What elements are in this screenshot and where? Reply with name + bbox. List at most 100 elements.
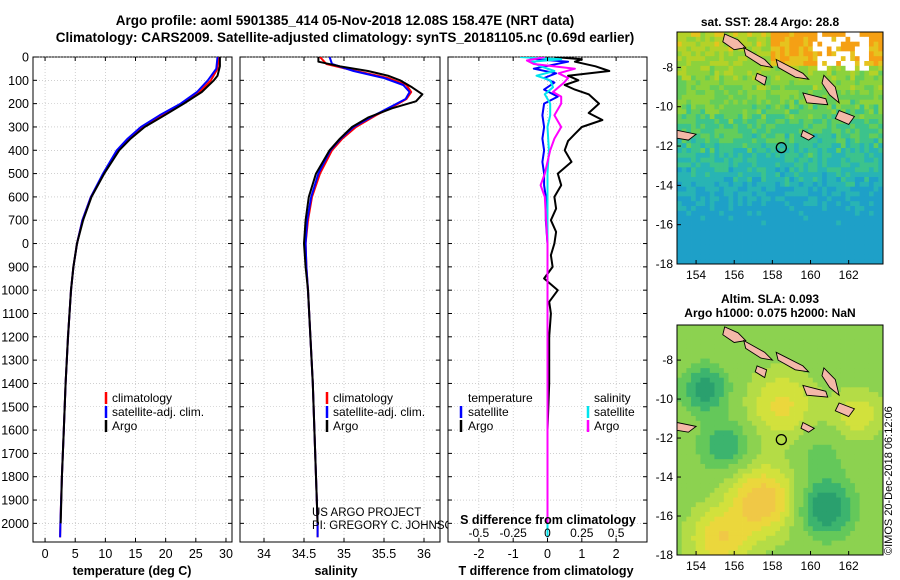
map-cell xyxy=(770,430,776,436)
map-cell xyxy=(808,463,814,470)
map-cell xyxy=(831,109,837,115)
map-cell xyxy=(836,348,842,355)
map-cell xyxy=(840,32,846,38)
map-cell xyxy=(733,454,739,460)
map-cell xyxy=(747,210,753,217)
map-cell xyxy=(794,46,800,52)
map-cell xyxy=(775,406,781,412)
map-cell xyxy=(705,201,711,207)
map-cell xyxy=(817,339,823,345)
map-cell xyxy=(803,220,809,226)
map-cell xyxy=(723,382,729,388)
map-cell xyxy=(854,244,860,250)
map-cell xyxy=(854,143,860,149)
y-tick-label: 100 xyxy=(8,74,29,88)
map-cell xyxy=(691,401,697,407)
map-cell xyxy=(765,41,772,47)
map-cell xyxy=(728,94,734,101)
map-cell xyxy=(836,521,842,527)
map-cell xyxy=(845,167,851,173)
map-cell xyxy=(803,401,809,407)
map-cell xyxy=(751,497,757,503)
map-cell xyxy=(677,220,683,226)
map-cell xyxy=(817,449,823,455)
map-cell xyxy=(789,334,795,340)
map-cell xyxy=(794,90,800,96)
island-outline xyxy=(754,72,768,86)
map-cell xyxy=(770,123,776,130)
map-cell xyxy=(775,416,781,422)
map-cell xyxy=(742,425,748,431)
map-cell xyxy=(686,172,692,178)
map-cell xyxy=(756,526,762,532)
map-cell xyxy=(709,133,715,139)
map-cell xyxy=(822,344,828,350)
map-cell xyxy=(780,526,786,532)
map-cell xyxy=(836,172,842,178)
map-cell xyxy=(817,162,823,168)
map-cell xyxy=(681,511,687,518)
map-cell xyxy=(719,206,725,212)
map-cell xyxy=(714,254,720,260)
map-cell xyxy=(836,502,842,508)
map-cell xyxy=(831,61,837,67)
map-cell xyxy=(817,425,823,431)
map-cell xyxy=(803,545,809,551)
map-cell xyxy=(836,478,842,484)
map-cell xyxy=(854,99,860,105)
map-cell xyxy=(719,157,725,163)
map-cell xyxy=(822,254,828,260)
map-cell xyxy=(677,535,683,542)
map-cell xyxy=(691,382,697,388)
map-cell xyxy=(822,215,828,221)
map-cell xyxy=(770,85,776,91)
map-cell xyxy=(817,65,823,72)
map-cell xyxy=(840,387,846,393)
map-cell xyxy=(845,191,851,197)
map-cell xyxy=(784,36,790,43)
map-cell xyxy=(700,249,706,255)
map-cell xyxy=(808,167,814,173)
map-cell xyxy=(864,339,870,345)
map-cell xyxy=(751,123,757,130)
map-cell xyxy=(822,133,828,139)
map-cell xyxy=(765,363,772,369)
map-cell xyxy=(812,61,818,67)
map-cell xyxy=(728,368,734,374)
map-cell xyxy=(770,152,776,159)
map-cell xyxy=(709,152,715,159)
map-cell xyxy=(709,387,715,393)
map-cell xyxy=(775,329,781,335)
map-cell xyxy=(737,51,743,57)
map-cell xyxy=(737,454,743,460)
map-cell xyxy=(765,36,772,43)
legend-label-s-argo: Argo xyxy=(594,419,620,433)
map-cell xyxy=(798,550,804,555)
map-cell xyxy=(812,334,818,340)
map-cell xyxy=(747,387,753,393)
map-cell xyxy=(761,535,767,542)
map-cell xyxy=(756,550,762,555)
map-cell xyxy=(878,143,883,149)
map-cell xyxy=(780,521,786,527)
map-cell xyxy=(803,215,809,221)
map-cell xyxy=(700,41,706,47)
map-cell xyxy=(780,411,786,417)
map-cell xyxy=(733,325,739,331)
map-cell xyxy=(709,545,715,551)
map-cell xyxy=(868,196,875,202)
map-cell xyxy=(808,526,814,532)
map-cell xyxy=(700,46,706,52)
map-cell xyxy=(770,492,776,498)
map-cell xyxy=(756,531,762,537)
map-cell xyxy=(822,463,828,470)
map-cell xyxy=(709,507,715,513)
map-cell xyxy=(873,239,879,246)
map-cell xyxy=(854,210,860,217)
map-cell xyxy=(714,148,720,154)
map-cell xyxy=(803,521,809,527)
map-cell xyxy=(859,206,865,212)
map-cell xyxy=(756,363,762,369)
map-cell xyxy=(677,502,683,508)
map-cell xyxy=(761,99,767,105)
